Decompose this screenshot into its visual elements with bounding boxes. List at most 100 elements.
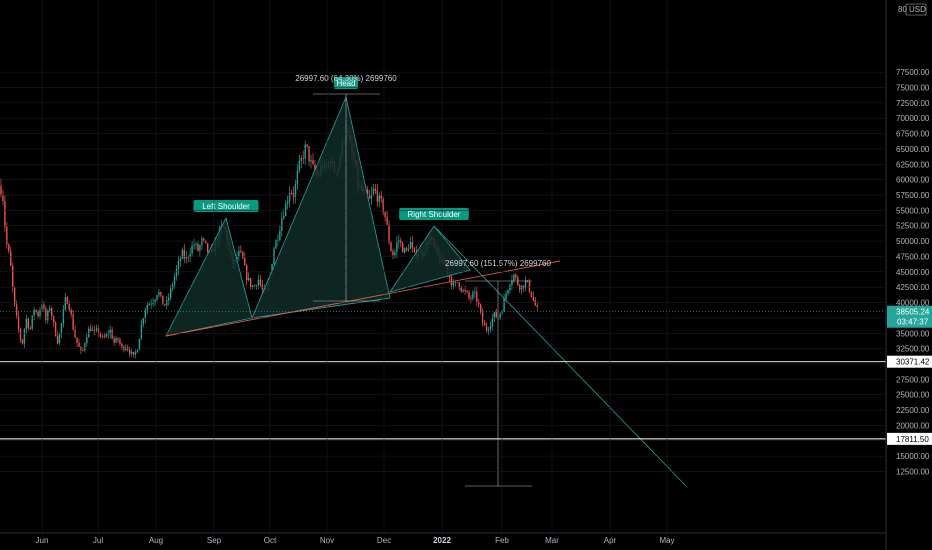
- candle-body: [179, 258, 182, 262]
- time-tick-label: May: [659, 536, 674, 545]
- candle-body: [468, 292, 470, 298]
- candle-body: [23, 329, 26, 344]
- left-shoulder-label-bg: [193, 200, 259, 212]
- candle-body: [39, 309, 41, 317]
- candle-body: [240, 250, 242, 252]
- target-measure-label: 26997.60 (151.57%) 2699760: [445, 259, 551, 268]
- left-shoulder-label[interactable]: Left Shoulder: [193, 200, 259, 212]
- candle-body: [86, 337, 88, 344]
- candle-body: [530, 291, 533, 297]
- time-tick-label: Jun: [36, 536, 49, 545]
- currency-badge[interactable]: [905, 3, 927, 16]
- candle-body: [8, 244, 10, 252]
- candle-body: [76, 337, 78, 343]
- level-badge: [887, 355, 932, 368]
- time-tick-label: Aug: [149, 536, 163, 545]
- candle-body: [205, 240, 207, 244]
- candle-body: [52, 315, 55, 323]
- candle-body: [70, 309, 72, 315]
- candle-body: [275, 239, 277, 249]
- candle-body: [464, 289, 466, 291]
- candle-body: [193, 244, 195, 246]
- candle-body: [405, 248, 408, 251]
- candle-body: [520, 285, 523, 290]
- candle-body: [536, 305, 538, 308]
- candle-body: [99, 332, 102, 337]
- candle-body: [247, 278, 250, 280]
- candle-body: [476, 291, 478, 302]
- price-axis[interactable]: 12500.0015000.0017500.0020000.0022500.00…: [0, 68, 930, 477]
- candle-body: [392, 251, 394, 256]
- candle-body: [253, 285, 256, 287]
- candle-body: [152, 302, 154, 304]
- candle-body: [236, 256, 238, 260]
- price-tick-label: 57500.00: [896, 191, 930, 200]
- currency-prefix: 80: [898, 5, 907, 14]
- candle-body: [366, 189, 369, 196]
- candle-body: [90, 328, 92, 331]
- time-axis[interactable]: Jun Jul Aug Sep Oct Nov Dec 2022 Feb Mar Apr May: [36, 0, 675, 545]
- candle-body: [505, 293, 507, 299]
- time-tick-label: Jul: [93, 536, 103, 545]
- candle-body: [95, 328, 98, 331]
- candle-body: [466, 290, 468, 293]
- candle-body: [19, 329, 22, 340]
- head-label[interactable]: Head: [333, 77, 359, 89]
- candle-body: [286, 201, 289, 204]
- candle-body: [68, 304, 70, 310]
- candle-body: [187, 256, 189, 258]
- currency-label: USD: [909, 5, 926, 14]
- candle-body: [277, 239, 279, 241]
- candle-body: [12, 265, 14, 288]
- candle-body: [388, 224, 390, 243]
- neckline[interactable]: [165, 260, 561, 337]
- candle-body: [134, 352, 137, 355]
- candle-body: [450, 276, 453, 286]
- candle-body: [458, 282, 460, 288]
- candle-body: [407, 248, 410, 251]
- candle-body: [382, 198, 384, 212]
- candle-body: [368, 195, 371, 199]
- candle-body: [285, 203, 287, 217]
- candle-body: [158, 292, 160, 296]
- candle-body: [168, 297, 170, 301]
- candle-body: [144, 310, 146, 319]
- candle-body: [136, 349, 139, 353]
- candle-body: [197, 243, 199, 251]
- candle-body: [142, 318, 145, 324]
- candle-body: [189, 253, 191, 258]
- candle-body: [294, 184, 297, 197]
- candle-body: [162, 295, 164, 305]
- candle-body: [45, 308, 47, 321]
- candle-body: [201, 238, 203, 246]
- candle-body: [493, 312, 496, 319]
- candle-body: [51, 308, 53, 316]
- candle-body: [150, 303, 152, 305]
- candle-body: [308, 146, 310, 162]
- candle-body: [376, 190, 379, 202]
- candle-body: [175, 268, 178, 277]
- right-shoulder-shape: [389, 225, 471, 293]
- candle-body: [396, 242, 398, 253]
- candle-body: [35, 310, 37, 312]
- price-tick-label: 50000.00: [896, 237, 930, 246]
- candle-body: [251, 285, 254, 287]
- candle-body: [31, 315, 33, 329]
- candle-body: [370, 194, 373, 199]
- price-tick-label: 12500.00: [896, 468, 930, 477]
- candle-body: [483, 322, 486, 326]
- candle-body: [21, 339, 24, 344]
- candle-body: [88, 328, 90, 338]
- candle-body: [84, 343, 86, 351]
- horizontal-levels[interactable]: [0, 361, 886, 440]
- head-shoulders-pattern[interactable]: Left Shoulder Head Right Shoulder 26997.60 …: [165, 74, 687, 487]
- candle-body: [13, 287, 16, 305]
- right-shoulder-label[interactable]: Right Shoulder: [399, 208, 469, 220]
- countdown-text: 03:47:37: [897, 318, 929, 327]
- candle-body: [177, 261, 180, 269]
- candle-body: [129, 349, 131, 354]
- candle-body: [380, 195, 382, 199]
- candle-body: [474, 291, 476, 293]
